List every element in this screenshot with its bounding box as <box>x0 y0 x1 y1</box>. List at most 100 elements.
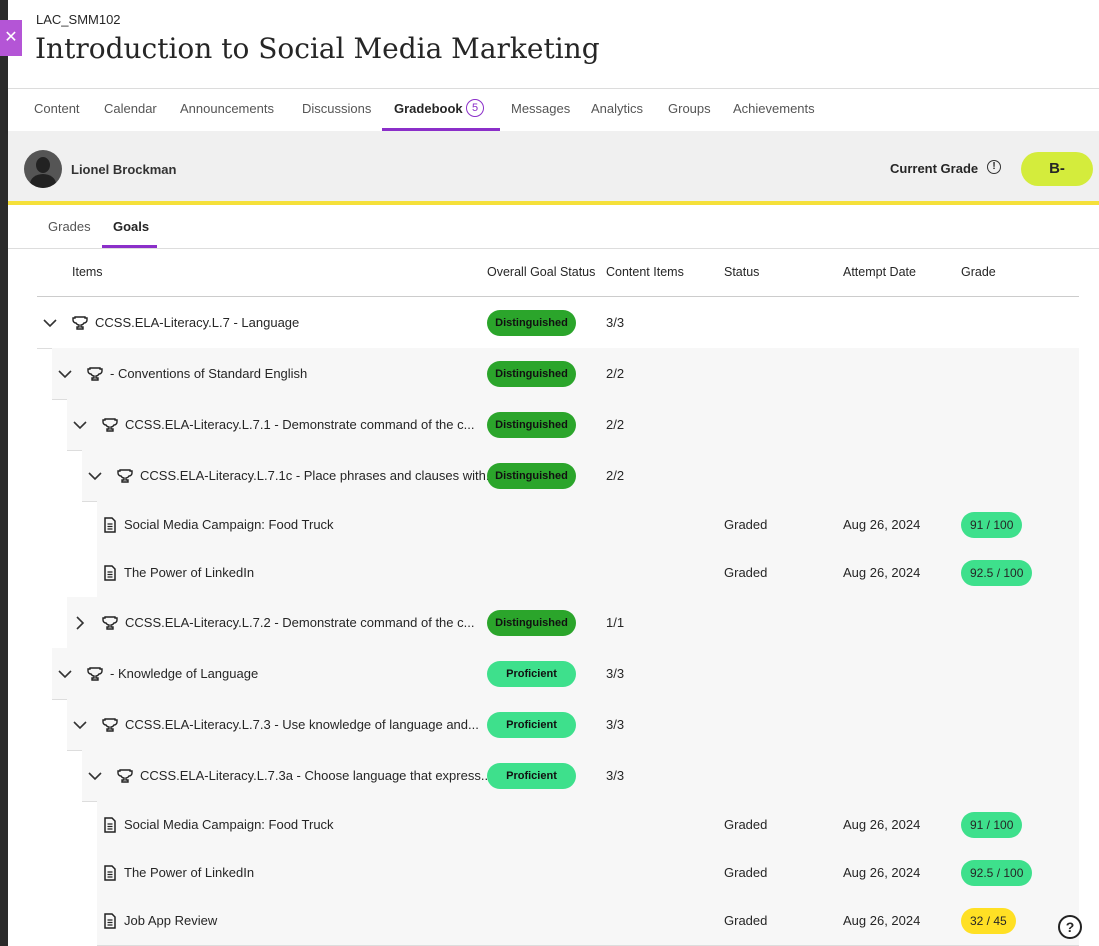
expand-chevron[interactable] <box>72 615 88 631</box>
content-items: 2/2 <box>606 365 625 381</box>
nav-tab[interactable]: Groups <box>668 101 711 116</box>
active-underline <box>382 128 500 131</box>
subtab-bar: Grades Goals <box>8 205 1099 249</box>
goal-status: Distinguished <box>487 411 576 438</box>
item-label[interactable]: The Power of LinkedIn <box>124 865 255 880</box>
goal-icon <box>117 468 133 487</box>
attempt-date: Aug 26, 2024 <box>843 565 921 580</box>
table-row: Job App Review Graded Aug 26, 2024 32 / 45 <box>97 897 1079 946</box>
column-header: Items <box>72 265 103 279</box>
grade-pill: B- <box>1021 152 1093 186</box>
item-grade: 91 / 100 <box>961 512 1023 538</box>
table-row: CCSS.ELA-Literacy.L.7 - Language Distingu… <box>37 297 1079 349</box>
item-status: Graded <box>724 913 768 928</box>
item-label[interactable]: Social Media Campaign: Food Truck <box>124 517 334 532</box>
goal-icon <box>87 666 103 685</box>
content-items: 3/3 <box>606 665 625 681</box>
nav-tab[interactable]: Gradebook <box>394 101 463 116</box>
table-row: Social Media Campaign: Food Truck Graded A… <box>97 801 1079 850</box>
divider <box>8 88 1099 89</box>
expand-chevron[interactable] <box>42 315 58 331</box>
expand-chevron[interactable] <box>72 717 88 733</box>
table-row: - Conventions of Standard English Disting… <box>52 348 1079 400</box>
item-label[interactable]: Job App Review <box>124 913 218 928</box>
content-items: 3/3 <box>606 767 625 783</box>
goal-label[interactable]: - Conventions of Standard English <box>110 365 308 381</box>
table-row: - Knowledge of Language Proficient 3/3 <box>52 648 1079 700</box>
current-grade-label: Current Grade <box>890 161 979 176</box>
goal-icon <box>102 417 118 436</box>
goal-status: Distinguished <box>487 360 576 387</box>
goals-table: Items Overall Goal Status Content Items Sta… <box>0 249 1099 946</box>
goal-label[interactable]: CCSS.ELA-Literacy.L.7.1 - Demonstrate co… <box>125 416 475 432</box>
content-items: 2/2 <box>606 416 625 432</box>
item-status: Graded <box>724 565 768 580</box>
item-grade: 92.5 / 100 <box>961 560 1033 586</box>
table-row: CCSS.ELA-Literacy.L.7.3a - Choose langua… <box>82 750 1079 802</box>
content-items: 3/3 <box>606 314 625 330</box>
tab-badge: 5 <box>466 99 484 117</box>
content-items: 1/1 <box>606 614 625 630</box>
goal-label[interactable]: CCSS.ELA-Literacy.L.7.3a - Choose langua… <box>140 767 492 783</box>
item-icon <box>103 565 117 584</box>
accent-line <box>8 201 1099 205</box>
column-header: Overall Goal Status <box>487 265 596 279</box>
goal-icon <box>102 615 118 634</box>
table-row: CCSS.ELA-Literacy.L.7.2 - Demonstrate co… <box>67 597 1079 649</box>
column-header: Grade <box>961 265 996 279</box>
goal-icon <box>102 717 118 736</box>
avatar <box>24 150 62 188</box>
item-grade: 91 / 100 <box>961 812 1023 838</box>
help-button[interactable]: ? <box>1058 915 1082 939</box>
goal-icon <box>117 768 133 787</box>
course-code: LAC_SMM102 <box>36 12 121 27</box>
table-row: Social Media Campaign: Food Truck Graded A… <box>97 501 1079 550</box>
table-row: CCSS.ELA-Literacy.L.7.3 - Use knowledge … <box>67 699 1079 751</box>
nav-tab[interactable]: Messages <box>511 101 571 116</box>
nav-tab[interactable]: Achievements <box>733 101 815 116</box>
attempt-date: Aug 26, 2024 <box>843 517 921 532</box>
attempt-date: Aug 26, 2024 <box>843 817 921 832</box>
header-divider <box>37 296 1079 297</box>
item-icon <box>103 517 117 536</box>
expand-chevron[interactable] <box>72 417 88 433</box>
goal-status: Distinguished <box>487 462 576 489</box>
content-items: 2/2 <box>606 467 625 483</box>
table-row: CCSS.ELA-Literacy.L.7.1c - Place phrases… <box>82 450 1079 502</box>
subtab[interactable]: Goals <box>113 219 150 234</box>
goal-label[interactable]: CCSS.ELA-Literacy.L.7.1c - Place phrases… <box>140 467 497 483</box>
item-label[interactable]: Social Media Campaign: Food Truck <box>124 817 334 832</box>
item-icon <box>103 865 117 884</box>
goal-label[interactable]: CCSS.ELA-Literacy.L.7.3 - Use knowledge … <box>125 716 479 732</box>
item-label[interactable]: The Power of LinkedIn <box>124 565 255 580</box>
table-row: CCSS.ELA-Literacy.L.7.1 - Demonstrate co… <box>67 399 1079 451</box>
nav-tab[interactable]: Announcements <box>180 101 274 116</box>
table-row: The Power of LinkedIn Graded Aug 26, 2024 9… <box>97 549 1079 598</box>
goal-label[interactable]: CCSS.ELA-Literacy.L.7.2 - Demonstrate co… <box>125 614 475 630</box>
info-icon[interactable]: ! <box>987 160 1001 174</box>
goal-status: Proficient <box>487 762 576 789</box>
side-strip <box>0 0 8 946</box>
table-row: The Power of LinkedIn Graded Aug 26, 2024 9… <box>97 849 1079 898</box>
nav-tab[interactable]: Calendar <box>104 101 157 116</box>
goal-status: Distinguished <box>487 609 576 636</box>
goal-status: Proficient <box>487 711 576 738</box>
subtab[interactable]: Grades <box>48 219 91 234</box>
attempt-date: Aug 26, 2024 <box>843 913 921 928</box>
nav-tab[interactable]: Content <box>34 101 80 116</box>
expand-chevron[interactable] <box>87 768 103 784</box>
content-items: 3/3 <box>606 716 625 732</box>
item-grade: 32 / 45 <box>961 908 1016 934</box>
student-bar <box>8 131 1099 202</box>
nav-tab[interactable]: Analytics <box>591 101 644 116</box>
expand-chevron[interactable] <box>57 366 73 382</box>
column-header: Content Items <box>606 265 684 279</box>
expand-chevron[interactable] <box>57 666 73 682</box>
nav-tab[interactable]: Discussions <box>302 101 372 116</box>
expand-chevron[interactable] <box>87 468 103 484</box>
goal-label[interactable]: CCSS.ELA-Literacy.L.7 - Language <box>95 314 300 330</box>
close-button[interactable]: ✕ <box>0 20 22 56</box>
goal-label[interactable]: - Knowledge of Language <box>110 665 259 681</box>
goal-icon <box>72 315 88 334</box>
